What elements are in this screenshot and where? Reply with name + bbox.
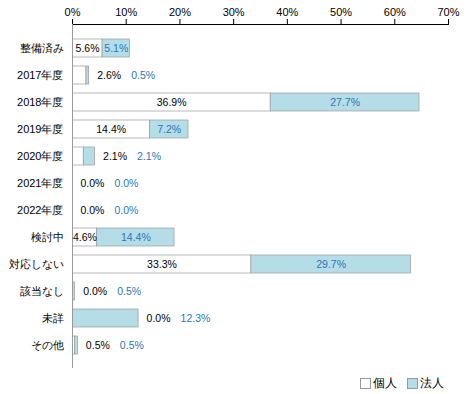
svg-text:検討中: 検討中 [31, 231, 64, 243]
svg-text:0.0%: 0.0% [81, 204, 105, 216]
svg-text:整備済み: 整備済み [20, 42, 64, 54]
svg-text:0.5%: 0.5% [117, 285, 141, 297]
svg-text:20%: 20% [169, 6, 191, 18]
svg-text:2020年度: 2020年度 [17, 150, 63, 162]
svg-text:7.2%: 7.2% [157, 123, 181, 135]
html-text:個人: 個人 [373, 375, 397, 390]
svg-text:対応しない: 対応しない [9, 258, 64, 270]
svg-text:0%: 0% [65, 6, 81, 18]
svg-text:40%: 40% [276, 6, 298, 18]
svg-text:該当なし: 該当なし [20, 285, 64, 297]
html-text:法人: 法人 [420, 375, 444, 390]
svg-text:70%: 70% [437, 6, 459, 18]
svg-text:60%: 60% [384, 6, 406, 18]
svg-text:5.6%: 5.6% [76, 42, 100, 54]
svg-text:50%: 50% [330, 6, 352, 18]
svg-text:14.4%: 14.4% [121, 231, 151, 243]
svg-text:4.6%: 4.6% [73, 231, 97, 243]
svg-text:33.3%: 33.3% [147, 258, 177, 270]
svg-text:10%: 10% [115, 6, 137, 18]
svg-text:36.9%: 36.9% [157, 96, 187, 108]
svg-text:0.0%: 0.0% [83, 285, 107, 297]
svg-text:27.7%: 27.7% [330, 96, 360, 108]
svg-text:14.4%: 14.4% [96, 123, 126, 135]
svg-text:2.1%: 2.1% [137, 150, 161, 162]
svg-text:0.0%: 0.0% [115, 204, 139, 216]
svg-text:12.3%: 12.3% [181, 312, 211, 324]
svg-text:2019年度: 2019年度 [17, 123, 63, 135]
svg-text:0.5%: 0.5% [131, 69, 155, 81]
svg-text:30%: 30% [223, 6, 245, 18]
svg-text:0.0%: 0.0% [115, 177, 139, 189]
svg-text:2021年度: 2021年度 [17, 177, 63, 189]
svg-text:5.1%: 5.1% [104, 42, 128, 54]
svg-text:2022年度: 2022年度 [17, 204, 63, 216]
svg-text:その他: その他 [31, 339, 64, 351]
svg-text:未詳: 未詳 [42, 312, 64, 324]
svg-text:2017年度: 2017年度 [17, 69, 63, 81]
svg-text:2.1%: 2.1% [103, 150, 127, 162]
svg-text:2.6%: 2.6% [97, 69, 121, 81]
svg-text:0.5%: 0.5% [120, 339, 144, 351]
svg-text:0.0%: 0.0% [147, 312, 171, 324]
svg-text:0.0%: 0.0% [81, 177, 105, 189]
svg-text:2018年度: 2018年度 [17, 96, 63, 108]
svg-text:0.5%: 0.5% [86, 339, 110, 351]
svg-text:29.7%: 29.7% [316, 258, 346, 270]
